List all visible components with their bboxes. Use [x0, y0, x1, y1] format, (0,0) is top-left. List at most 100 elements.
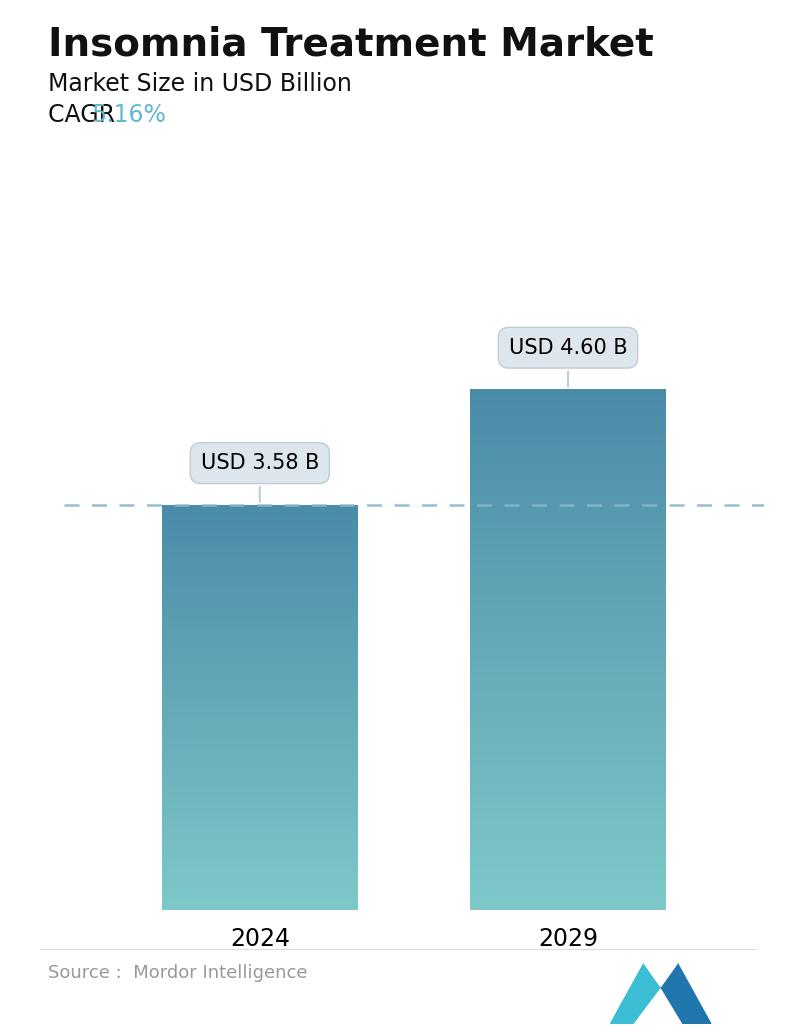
Bar — [470, 901, 666, 902]
Bar — [470, 470, 666, 472]
Bar — [470, 784, 666, 785]
Bar — [470, 695, 666, 696]
Bar — [470, 494, 666, 495]
Bar — [470, 421, 666, 422]
Bar — [470, 842, 666, 843]
Bar — [470, 759, 666, 760]
Bar — [470, 798, 666, 799]
Bar — [470, 878, 666, 879]
Bar — [470, 697, 666, 698]
Bar — [470, 788, 666, 789]
Bar — [470, 568, 666, 569]
Bar — [470, 642, 666, 643]
Bar — [470, 629, 666, 630]
Bar — [470, 635, 666, 636]
Bar — [470, 489, 666, 490]
Bar — [470, 614, 666, 615]
Bar — [470, 477, 666, 478]
Bar — [470, 809, 666, 810]
Bar — [470, 493, 666, 494]
Bar — [470, 730, 666, 731]
Bar — [470, 826, 666, 827]
Bar — [470, 812, 666, 813]
Bar — [470, 482, 666, 483]
Bar — [470, 671, 666, 672]
Bar — [470, 417, 666, 418]
Bar — [470, 638, 666, 639]
Bar — [470, 468, 666, 469]
Bar — [470, 536, 666, 537]
Bar — [470, 438, 666, 439]
Bar — [470, 630, 666, 631]
Bar — [470, 834, 666, 835]
Bar — [470, 672, 666, 673]
Bar — [470, 804, 666, 805]
Bar — [470, 678, 666, 679]
Bar — [470, 601, 666, 602]
Bar — [470, 686, 666, 687]
Bar — [470, 407, 666, 408]
Bar — [470, 585, 666, 586]
Bar — [470, 622, 666, 624]
Bar — [470, 525, 666, 527]
Bar — [470, 498, 666, 499]
Bar — [470, 448, 666, 449]
Bar — [470, 736, 666, 737]
Bar — [470, 650, 666, 651]
Bar — [470, 488, 666, 489]
Bar — [470, 740, 666, 741]
Bar — [470, 504, 666, 505]
Bar — [470, 692, 666, 693]
Bar — [470, 808, 666, 809]
Bar — [470, 440, 666, 442]
Bar — [470, 737, 666, 738]
Bar — [470, 617, 666, 618]
Bar — [470, 904, 666, 905]
Bar — [470, 725, 666, 726]
Bar — [470, 394, 666, 395]
Bar — [470, 405, 666, 406]
Bar — [470, 753, 666, 754]
Bar — [470, 582, 666, 583]
Bar — [470, 905, 666, 906]
Bar — [470, 772, 666, 773]
Bar — [470, 592, 666, 594]
Bar — [470, 739, 666, 740]
Bar — [470, 548, 666, 549]
Bar — [470, 634, 666, 635]
Bar — [470, 728, 666, 729]
Bar — [470, 790, 666, 791]
Bar — [470, 607, 666, 608]
Bar — [470, 428, 666, 429]
Bar — [470, 664, 666, 665]
Bar — [470, 594, 666, 595]
Bar — [470, 751, 666, 752]
Bar — [470, 476, 666, 477]
Bar — [470, 801, 666, 802]
Bar — [470, 817, 666, 818]
Bar — [470, 397, 666, 398]
Bar — [470, 518, 666, 519]
Bar — [470, 835, 666, 837]
Bar — [470, 769, 666, 770]
Bar — [470, 533, 666, 534]
Bar — [470, 656, 666, 657]
Bar — [470, 540, 666, 541]
Bar — [470, 723, 666, 724]
Bar — [470, 763, 666, 764]
Bar — [470, 632, 666, 633]
Bar — [470, 531, 666, 533]
Bar — [470, 688, 666, 689]
Bar — [470, 596, 666, 597]
Bar — [470, 879, 666, 880]
Bar — [470, 644, 666, 645]
Bar — [470, 619, 666, 620]
Bar — [470, 658, 666, 659]
Bar — [470, 659, 666, 660]
Bar — [470, 480, 666, 481]
Bar — [470, 693, 666, 694]
Text: CAGR: CAGR — [48, 103, 123, 127]
Bar — [470, 653, 666, 655]
Bar — [470, 743, 666, 744]
Bar — [470, 862, 666, 863]
